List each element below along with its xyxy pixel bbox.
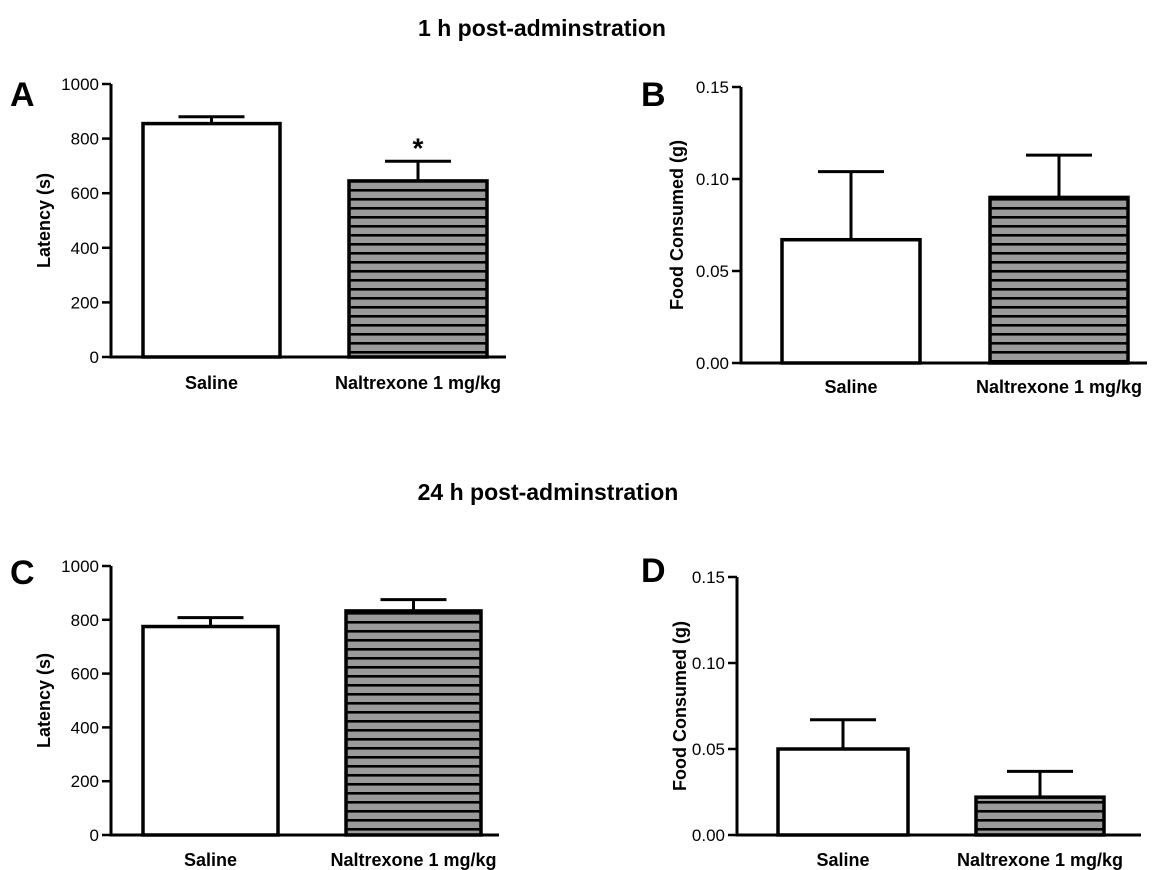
bar-naltrexone bbox=[988, 195, 1130, 365]
section-title-top: 1 h post-adminstration bbox=[418, 15, 666, 41]
y-tick-label: 0.00 bbox=[696, 354, 729, 373]
bar-saline bbox=[780, 237, 922, 365]
y-tick-label: 0 bbox=[90, 826, 99, 845]
category-label: Saline bbox=[816, 850, 869, 870]
y-tick-label: 800 bbox=[71, 130, 99, 149]
y-tick-label: 200 bbox=[71, 772, 99, 791]
panel-letter: D bbox=[641, 552, 666, 590]
bar-saline bbox=[141, 121, 282, 359]
bar-saline bbox=[776, 747, 910, 837]
y-tick-label: 0 bbox=[90, 348, 99, 367]
category-label: Naltrexone 1 mg/kg bbox=[957, 850, 1123, 870]
panel-letter: C bbox=[10, 554, 35, 592]
y-axis-title: Food Consumed (g) bbox=[670, 621, 690, 791]
y-tick-label: 1000 bbox=[61, 557, 99, 576]
category-label: Naltrexone 1 mg/kg bbox=[976, 377, 1142, 397]
y-tick-label: 400 bbox=[71, 239, 99, 258]
y-tick-label: 0.05 bbox=[692, 740, 725, 759]
y-axis-title: Latency (s) bbox=[34, 173, 54, 268]
category-label: Saline bbox=[184, 850, 237, 870]
y-tick-label: 400 bbox=[71, 718, 99, 737]
bar-saline bbox=[141, 624, 280, 837]
y-axis-title: Latency (s) bbox=[34, 653, 54, 748]
y-tick-label: 0.10 bbox=[696, 170, 729, 189]
bar-naltrexone bbox=[974, 795, 1106, 837]
panel-letter: B bbox=[641, 76, 666, 114]
category-label: Naltrexone 1 mg/kg bbox=[330, 850, 496, 870]
section-title-bottom: 24 h post-adminstration bbox=[418, 479, 679, 505]
y-tick-label: 0.05 bbox=[696, 262, 729, 281]
y-tick-label: 1000 bbox=[61, 75, 99, 94]
panel-d: D Food Consumed (g) 0.00 0.05 0.10 0.15 Saline… bbox=[641, 552, 1141, 870]
y-tick-label: 600 bbox=[71, 665, 99, 684]
panel-letter: A bbox=[10, 76, 35, 114]
y-tick-label: 0.00 bbox=[692, 826, 725, 845]
bar-naltrexone bbox=[344, 609, 483, 837]
bar-naltrexone bbox=[347, 179, 489, 359]
y-tick-label: 0.15 bbox=[696, 78, 729, 97]
panel-c: C Latency (s) 0 200 400 600 800 1000 Saline Naltr… bbox=[10, 554, 499, 870]
significance-marker: * bbox=[413, 132, 424, 163]
y-axis-title: Food Consumed (g) bbox=[667, 140, 687, 310]
panel-a: A Latency (s) 0 200 400 600 800 1000 Saline Naltr… bbox=[10, 75, 506, 393]
y-tick-label: 600 bbox=[71, 184, 99, 203]
y-tick-label: 800 bbox=[71, 611, 99, 630]
category-label: Saline bbox=[185, 373, 238, 393]
category-label: Naltrexone 1 mg/kg bbox=[335, 373, 501, 393]
category-label: Saline bbox=[824, 377, 877, 397]
y-tick-label: 0.15 bbox=[692, 568, 725, 587]
y-tick-label: 0.10 bbox=[692, 654, 725, 673]
panel-b: B Food Consumed (g) 0.00 0.05 0.10 0.15 Saline… bbox=[641, 76, 1147, 397]
y-tick-label: 200 bbox=[71, 293, 99, 312]
